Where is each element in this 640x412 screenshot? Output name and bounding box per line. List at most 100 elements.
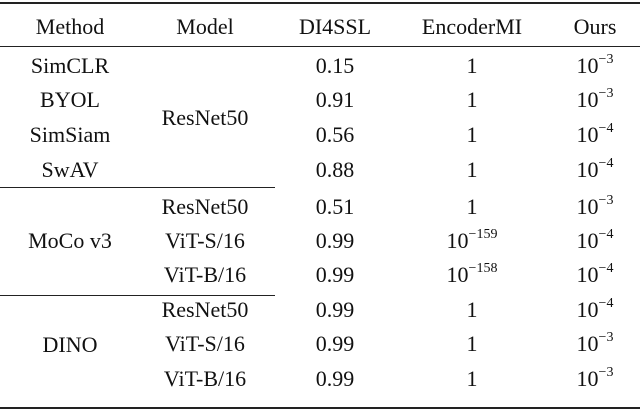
model-cell-value: ResNet50: [161, 105, 249, 130]
encodermi-cell-value: 1: [466, 366, 478, 391]
ours-cell: 10−4: [576, 227, 614, 253]
di4ssl-cell: 0.51: [316, 196, 355, 218]
di4ssl-cell-value: 0.99: [315, 366, 355, 391]
di4ssl-cell-value: 0.99: [315, 262, 355, 287]
di4ssl-cell: 0.88: [316, 159, 355, 181]
header-encodermi-value: EncoderMI: [421, 14, 523, 39]
di4ssl-cell-value: 0.15: [315, 53, 355, 78]
encodermi-cell-value: 1: [466, 122, 478, 147]
method-cell-value: SimSiam: [29, 122, 111, 147]
di4ssl-cell: 0.99: [316, 230, 355, 252]
di4ssl-cell: 0.99: [316, 299, 355, 321]
ours-cell-exponent: −4: [598, 156, 614, 171]
model-cell-value: ViT-S/16: [165, 331, 245, 356]
ours-cell-value: 10: [576, 157, 599, 182]
model-cell-value: ViT-B/16: [163, 366, 247, 391]
header-model-value: Model: [176, 14, 234, 39]
method-cell-value: BYOL: [40, 87, 100, 112]
ours-cell-exponent: −4: [598, 261, 614, 276]
di4ssl-cell-value: 0.51: [315, 194, 355, 219]
model-cell: ResNet50: [162, 299, 249, 321]
header-di4ssl-value: DI4SSL: [298, 14, 372, 39]
model-cell-value: ResNet50: [161, 194, 249, 219]
encodermi-cell-value: 1: [466, 53, 478, 78]
model-cell: ResNet50: [162, 107, 249, 129]
di4ssl-cell: 0.99: [316, 333, 355, 355]
method-cell-value: SwAV: [41, 157, 99, 182]
ours-cell-value: 10: [576, 297, 599, 322]
header-encodermi: EncoderMI: [422, 16, 522, 38]
encodermi-cell: 1: [467, 159, 478, 181]
encodermi-cell: 10−158: [447, 261, 498, 286]
method-cell: DINO: [42, 331, 98, 357]
ours-cell-exponent: −4: [598, 227, 614, 242]
header-di4ssl: DI4SSL: [299, 16, 371, 38]
model-cell: ResNet50: [162, 196, 249, 218]
header-ours-value: Ours: [573, 14, 617, 39]
encodermi-cell: 1: [467, 333, 478, 355]
model-cell: ViT-S/16: [165, 333, 245, 355]
ours-cell-exponent: −3: [598, 86, 614, 101]
method-cell-value: DINO: [42, 331, 98, 357]
model-cell: ViT-S/16: [165, 230, 245, 252]
encodermi-cell-exponent: −158: [468, 261, 498, 276]
ours-cell-exponent: −3: [598, 330, 614, 345]
di4ssl-cell-value: 0.99: [315, 331, 355, 356]
di4ssl-cell: 0.15: [316, 55, 355, 77]
bottom-rule: [0, 407, 640, 409]
group-rule: [0, 295, 275, 296]
ours-cell-value: 10: [576, 87, 599, 112]
header-ours: Ours: [574, 16, 617, 38]
ours-cell: 10−3: [576, 86, 614, 112]
di4ssl-cell-value: 0.56: [315, 122, 355, 147]
encodermi-cell: 1: [467, 89, 478, 111]
encodermi-cell: 1: [467, 196, 478, 218]
ours-cell-value: 10: [576, 366, 599, 391]
ours-cell-exponent: −4: [598, 121, 614, 136]
di4ssl-cell: 0.99: [316, 368, 355, 390]
encodermi-cell-value: 1: [466, 194, 478, 219]
method-cell: SwAV: [41, 159, 98, 181]
ours-cell-exponent: −3: [598, 193, 614, 208]
ours-cell-value: 10: [576, 262, 599, 287]
group-rule: [0, 187, 275, 188]
ours-cell: 10−3: [577, 52, 614, 77]
encodermi-cell-value: 1: [466, 331, 478, 356]
ours-cell: 10−4: [576, 297, 614, 322]
model-cell: ViT-B/16: [164, 368, 246, 390]
encodermi-cell: 1: [467, 368, 478, 390]
model-cell-value: ResNet50: [161, 297, 249, 322]
model-cell: ViT-B/16: [164, 264, 246, 286]
ours-cell: 10−4: [576, 261, 614, 287]
method-cell: MoCo v3: [28, 230, 112, 252]
ours-cell-exponent: −3: [598, 365, 614, 380]
di4ssl-cell-value: 0.99: [315, 228, 355, 253]
method-cell: SimCLR: [31, 55, 109, 77]
ours-cell-value: 10: [576, 331, 599, 356]
encodermi-cell-value: 10: [446, 228, 469, 253]
ours-cell-exponent: −3: [598, 52, 614, 67]
header-rule: [0, 46, 640, 47]
method-cell-value: MoCo v3: [28, 228, 112, 253]
ours-cell: 10−3: [576, 330, 614, 356]
di4ssl-cell-value: 0.91: [315, 87, 355, 112]
di4ssl-cell-value: 0.88: [315, 157, 355, 182]
top-rule: [0, 2, 640, 4]
model-cell-value: ViT-S/16: [165, 228, 245, 253]
di4ssl-cell-value: 0.99: [315, 297, 355, 322]
ours-cell: 10−4: [576, 156, 614, 182]
header-method: Method: [36, 16, 104, 38]
encodermi-cell-exponent: −159: [468, 227, 498, 242]
ours-cell: 10−3: [577, 193, 614, 218]
di4ssl-cell: 0.91: [316, 89, 355, 111]
ours-cell-value: 10: [576, 122, 599, 147]
header-model: Model: [176, 16, 233, 38]
di4ssl-cell: 0.56: [316, 124, 355, 146]
ours-cell-value: 10: [576, 228, 599, 253]
di4ssl-cell: 0.99: [316, 264, 355, 286]
header-method-value: Method: [35, 14, 105, 39]
encodermi-cell: 1: [467, 124, 478, 146]
encodermi-cell-value: 1: [466, 157, 478, 182]
encodermi-cell-value: 1: [466, 297, 478, 322]
encodermi-cell: 1: [467, 299, 478, 321]
